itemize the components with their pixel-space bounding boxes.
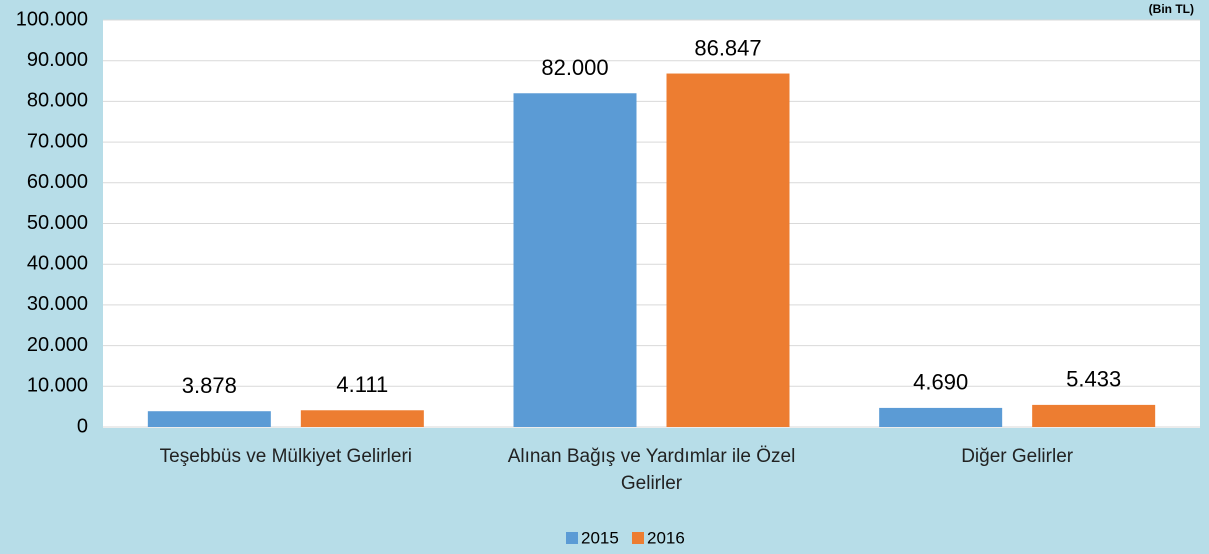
y-tick-label: 40.000 [27, 252, 88, 274]
y-tick-label: 50.000 [27, 212, 88, 234]
chart-title: (Bin TL) [1149, 2, 1194, 16]
y-tick-label: 80.000 [27, 90, 88, 112]
x-tick-label: Alınan Bağış ve Yardımlar ile Özel Gelir… [507, 446, 796, 494]
bar [147, 411, 271, 427]
value-label: 82.000 [541, 55, 608, 80]
y-tick-label: 30.000 [27, 293, 88, 315]
y-tick-label: 100.000 [16, 8, 88, 30]
bar [666, 73, 790, 427]
y-tick-label: 70.000 [27, 130, 88, 152]
y-tick-label: 60.000 [27, 171, 88, 193]
legend-swatch [632, 532, 644, 544]
value-label: 3.878 [182, 373, 237, 398]
y-tick-label: 20.000 [27, 334, 88, 356]
y-tick-label: 90.000 [27, 49, 88, 71]
bar [513, 93, 637, 427]
value-label: 86.847 [694, 35, 761, 60]
bar [300, 410, 424, 427]
y-tick-label: 10.000 [27, 375, 88, 397]
value-label: 4.111 [336, 372, 388, 397]
legend-label: 2016 [647, 528, 685, 547]
value-label: 5.433 [1066, 367, 1121, 392]
value-label: 4.690 [913, 370, 968, 395]
x-tick-label: Teşebbüs ve Mülkiyet Gelirleri [159, 446, 413, 467]
legend-label: 2015 [581, 528, 619, 547]
x-tick-label: Diğer Gelirler [961, 446, 1074, 467]
y-tick-label: 0 [77, 415, 88, 437]
bar [1032, 404, 1156, 427]
legend-swatch [566, 532, 578, 544]
bar [879, 407, 1003, 427]
